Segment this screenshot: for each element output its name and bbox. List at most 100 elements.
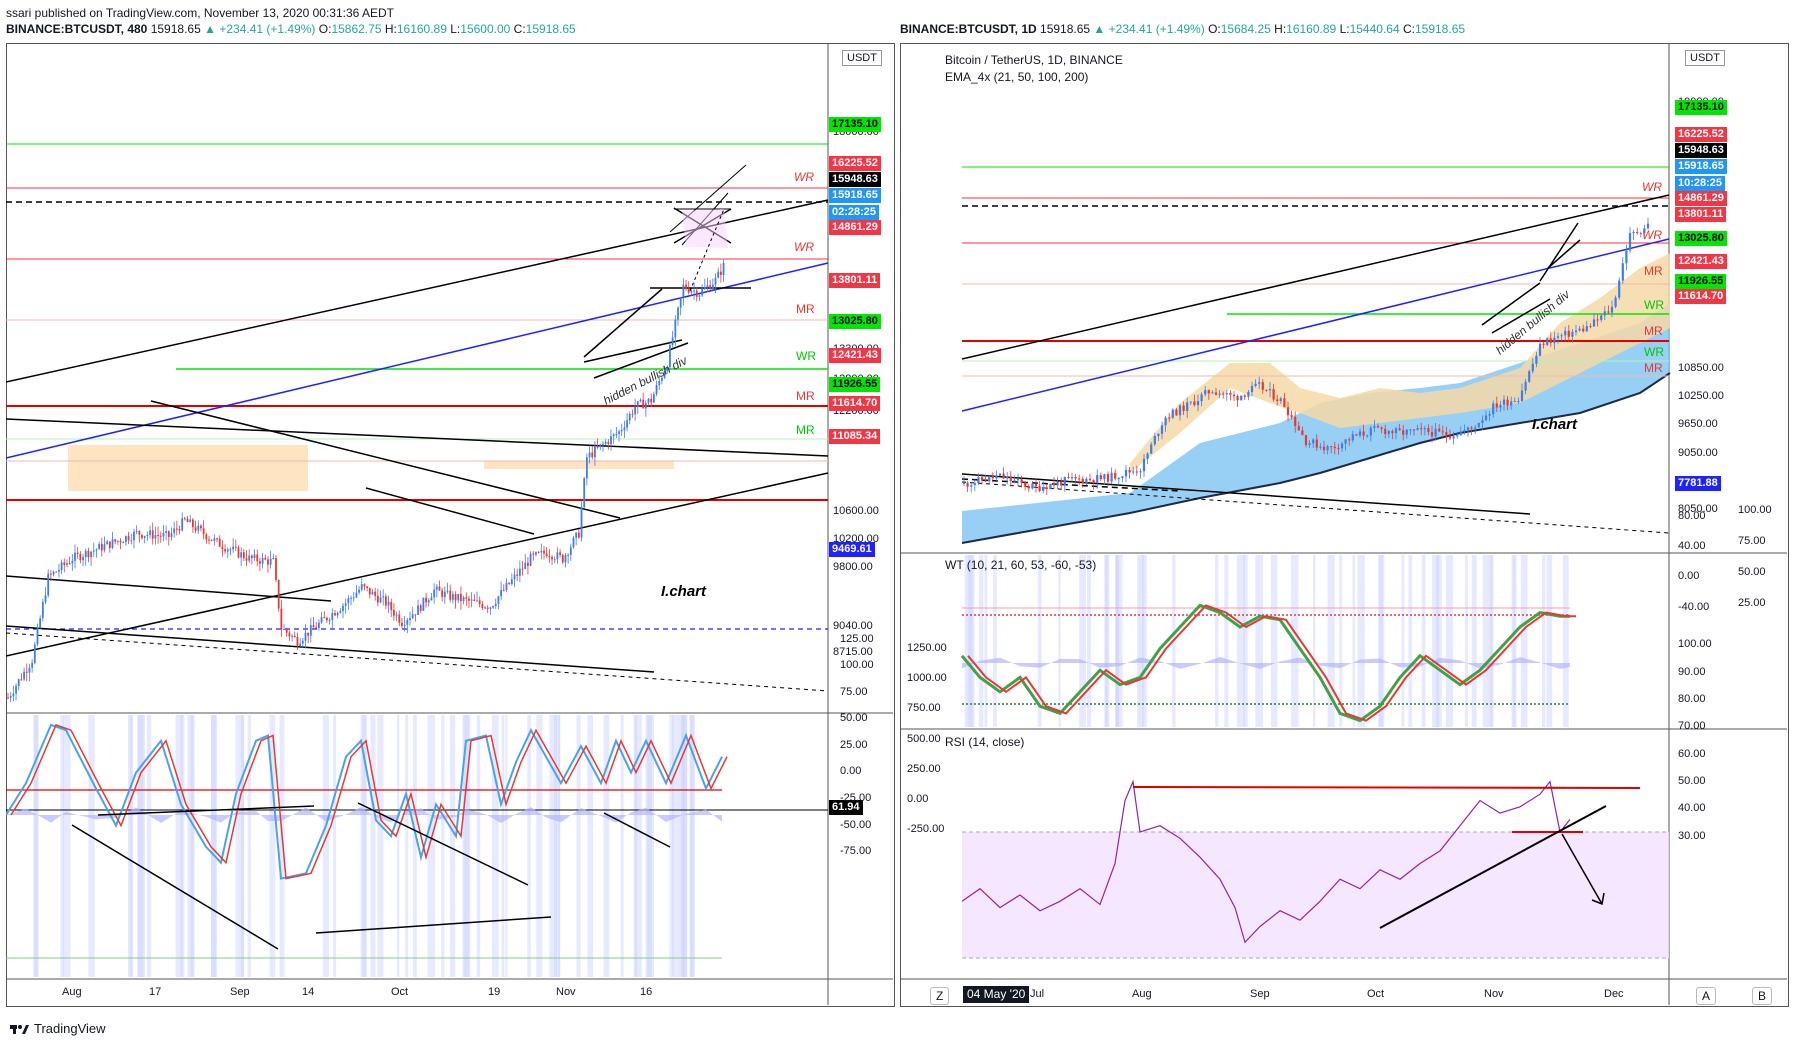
band (279, 715, 285, 977)
candle-body (1099, 475, 1102, 480)
rsi-tick: 0.00 (907, 793, 929, 805)
band (33, 715, 38, 977)
candle-body (502, 589, 505, 591)
band (397, 715, 400, 977)
candle-body (454, 594, 457, 601)
candle-body (468, 598, 470, 601)
price-tick: 9800.00 (833, 561, 873, 573)
right-currency-badge[interactable]: USDT (1685, 50, 1725, 66)
left-chart-svg[interactable]: WR WR MR WR MR MR hidden bullish div I.c… (6, 43, 894, 1006)
z-button[interactable]: Z (930, 987, 950, 1005)
candle-body (1002, 473, 1005, 479)
candle-body (1229, 392, 1232, 395)
rsi-panel (961, 779, 1669, 959)
candle-body (229, 549, 232, 551)
candle-body (1204, 390, 1207, 395)
band (322, 715, 330, 977)
candle-body (1585, 326, 1588, 332)
candle-body (1394, 428, 1398, 434)
candle-body (1528, 371, 1531, 382)
band (1270, 555, 1278, 727)
candle-body (1366, 435, 1369, 437)
candle-body (36, 627, 39, 645)
candle-body (68, 563, 71, 565)
wr-label: WR (794, 170, 814, 184)
candle-body (151, 530, 154, 539)
candle-body (320, 617, 323, 623)
candle-body (1153, 436, 1156, 445)
candle-body (505, 582, 508, 591)
a-button[interactable]: A (1696, 987, 1717, 1005)
left-change: +234.41 (+1.49%) (219, 22, 316, 36)
left-oscillator (6, 723, 828, 959)
band (1215, 555, 1219, 727)
band (669, 715, 674, 977)
candle-body (1225, 392, 1228, 395)
candle-body (1553, 337, 1556, 343)
candle-body (1430, 432, 1434, 437)
left-currency-badge[interactable]: USDT (842, 50, 882, 66)
mr-label: MR (1644, 324, 1663, 338)
band (180, 715, 185, 977)
candle-body (411, 614, 414, 619)
candle-body (277, 579, 280, 609)
band (689, 715, 695, 977)
price-level-tag: 10:28:25 (1675, 176, 1726, 191)
wt-tick-right: 100.00 (1738, 504, 1772, 516)
band (377, 715, 384, 977)
candle-body (336, 612, 339, 616)
candle-body (1358, 431, 1362, 436)
candle-body (1488, 414, 1491, 416)
candle-body (1096, 475, 1099, 483)
band (1037, 555, 1042, 727)
x-tick: 17 (149, 986, 162, 998)
price-level-tag: 15918.65 (1675, 159, 1727, 174)
candle-body (677, 307, 679, 320)
tradingview-logo-icon (10, 1024, 29, 1034)
right-chart-svg[interactable]: WR WR MR WR MR WR MR hidden bullish div … (900, 43, 1788, 1006)
band (1435, 555, 1442, 727)
candle-body (49, 573, 52, 575)
band (1139, 555, 1145, 727)
left-chart-frame[interactable] (6, 43, 895, 1007)
candle-body (264, 557, 267, 560)
band (441, 715, 445, 977)
candle-body (60, 562, 63, 570)
candle-body (1434, 428, 1437, 437)
candle-body (1628, 233, 1632, 251)
candle-body (170, 533, 173, 537)
hidden-bullish-div-label: hidden bullish div (601, 353, 690, 408)
candle-body (127, 536, 130, 541)
candle-body (1542, 343, 1545, 345)
candle-body (58, 569, 60, 572)
candle-body (1466, 427, 1470, 431)
candle-body (1618, 280, 1621, 298)
band (1079, 555, 1087, 727)
candle-body (1182, 405, 1185, 412)
candle-body (280, 608, 283, 630)
candle-body (33, 644, 36, 663)
candle-body (1315, 439, 1318, 448)
candle-body (315, 627, 318, 629)
candle-body (1268, 389, 1272, 391)
candle-body (323, 617, 326, 619)
tradingview-logo[interactable]: TradingView (10, 1021, 106, 1036)
candle-body (1175, 409, 1178, 416)
candle-body (1340, 443, 1344, 449)
candle-body (1031, 483, 1034, 489)
candle-body (291, 635, 293, 637)
x-tick: Sep (230, 986, 250, 998)
candle-body (299, 643, 302, 646)
candle-body (1110, 472, 1113, 482)
candle-body (602, 443, 604, 445)
band (993, 555, 997, 727)
candle-body (1452, 436, 1455, 439)
band (211, 715, 217, 977)
wt-panel (960, 555, 1576, 727)
candle-body (717, 271, 720, 278)
candle-body (301, 640, 304, 644)
candle-body (991, 476, 994, 479)
candle-body (655, 384, 658, 395)
up-triangle-icon: ▲ (204, 22, 216, 36)
b-button[interactable]: B (1752, 987, 1773, 1005)
